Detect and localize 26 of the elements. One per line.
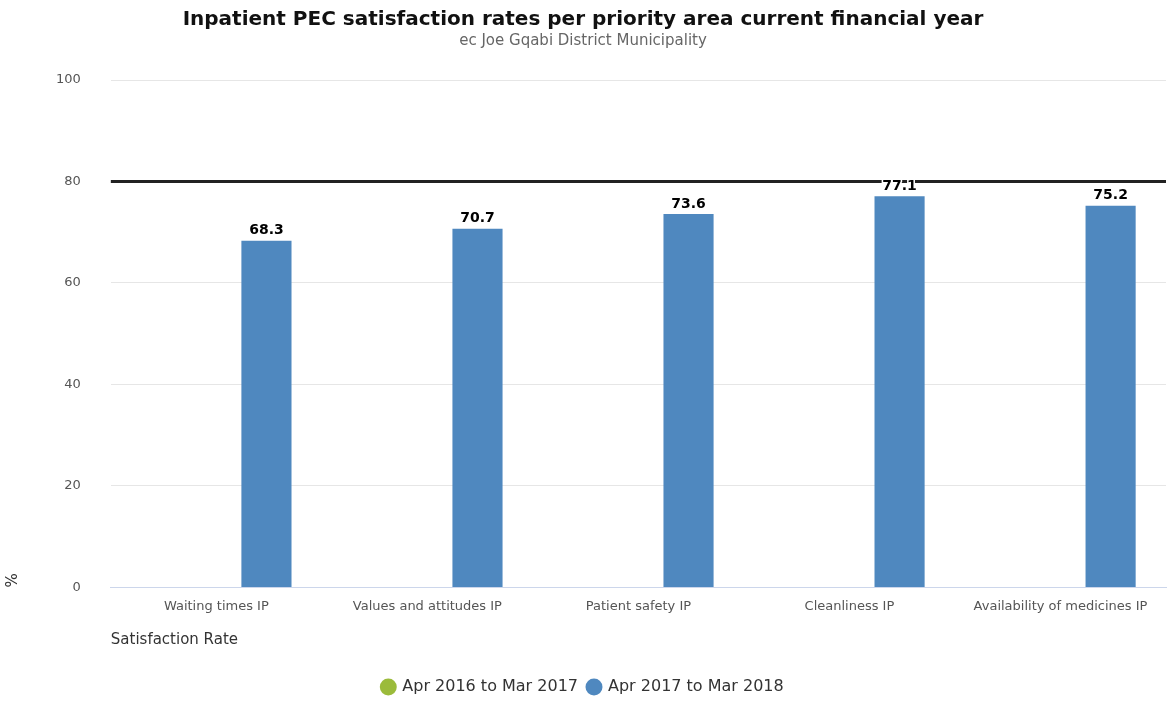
x-tick-label: Cleanliness IP: [804, 597, 895, 613]
y-tick-label: 0: [72, 578, 81, 594]
data-label: 73.6: [671, 194, 706, 211]
x-tick-label: Patient safety IP: [585, 597, 692, 613]
x-tick-label: Waiting times IP: [163, 597, 269, 613]
y-tick-label: 100: [55, 71, 81, 87]
legend-label: Apr 2016 to Mar 2017: [402, 676, 579, 696]
x-tick-label: Values and attitudes IP: [352, 597, 503, 613]
legend-label: Apr 2017 to Mar 2018: [608, 676, 784, 696]
bar: [874, 196, 925, 587]
chart-title: Inpatient PEC satisfaction rates per priority area current financial year: [182, 6, 984, 31]
x-axis-title: Satisfaction Rate: [110, 629, 239, 648]
x-tick-label: Availability of medicines IP: [973, 597, 1148, 613]
bar: [663, 213, 714, 587]
y-axis-title: %: [2, 573, 21, 588]
y-tick-label: 40: [64, 375, 81, 391]
data-label: 75.2: [1093, 186, 1128, 203]
data-label: 68.3: [249, 221, 284, 238]
y-tick-label: 60: [64, 274, 81, 290]
chart-subtitle: ec Joe Gqabi District Municipality: [459, 30, 707, 49]
y-tick-label: 80: [64, 172, 81, 188]
bar: [452, 228, 503, 587]
y-tick-label: 20: [64, 477, 81, 493]
bar: [241, 240, 292, 587]
data-label: 70.7: [460, 209, 495, 226]
bar: [1085, 205, 1136, 587]
